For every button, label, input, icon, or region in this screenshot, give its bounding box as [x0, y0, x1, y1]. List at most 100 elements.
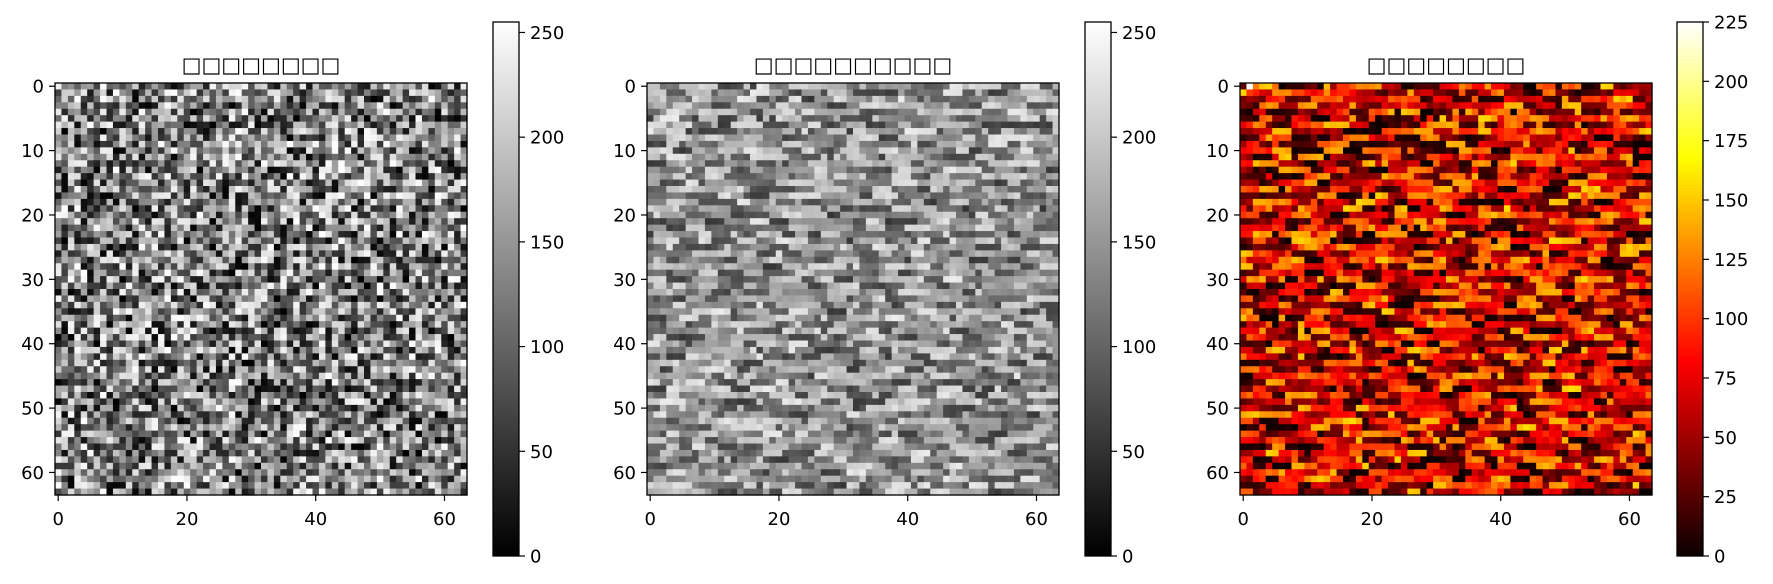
heatmap-cell — [743, 102, 751, 110]
heatmap-cell — [415, 160, 423, 168]
heatmap-cell — [138, 430, 146, 438]
heatmap-cell — [1001, 153, 1009, 161]
heatmap-cell — [196, 437, 204, 445]
heatmap-cell — [1052, 115, 1060, 123]
heatmap-cell — [138, 205, 146, 213]
heatmap-cell — [286, 308, 294, 316]
heatmap-cell — [280, 340, 288, 348]
heatmap-cell — [273, 115, 281, 123]
heatmap-cell — [415, 295, 423, 303]
heatmap-cell — [930, 140, 938, 148]
heatmap-cell — [61, 153, 69, 161]
heatmap-cell — [190, 353, 198, 361]
heatmap-cell — [267, 89, 275, 97]
heatmap-cell — [293, 462, 301, 470]
heatmap-cell — [203, 417, 211, 425]
heatmap-cell — [132, 424, 140, 432]
heatmap-cell — [454, 205, 462, 213]
heatmap-cell — [261, 153, 269, 161]
heatmap-cell — [1046, 128, 1054, 136]
heatmap-cell — [158, 108, 166, 116]
heatmap-cell — [248, 469, 256, 477]
heatmap-cell — [170, 301, 178, 309]
heatmap-cell — [376, 411, 384, 419]
heatmap-cell — [280, 301, 288, 309]
heatmap-cell — [441, 192, 449, 200]
heatmap-cell — [370, 140, 378, 148]
heatmap-cell — [215, 295, 223, 303]
heatmap-cell — [119, 153, 127, 161]
heatmap-cell — [402, 359, 410, 367]
heatmap-cell — [286, 340, 294, 348]
heatmap-cell — [209, 186, 217, 194]
heatmap-cell — [183, 462, 191, 470]
heatmap-cell — [183, 186, 191, 194]
heatmap-cell — [396, 115, 404, 123]
heatmap-cell — [357, 173, 365, 181]
heatmap-cell — [717, 83, 725, 91]
heatmap-cell — [286, 89, 294, 97]
heatmap-cell — [222, 153, 230, 161]
heatmap-cell — [125, 385, 133, 393]
heatmap-cell — [261, 121, 269, 129]
heatmap-cell — [55, 179, 63, 187]
heatmap-cell — [409, 289, 417, 297]
heatmap-cell — [222, 314, 230, 322]
heatmap-cell — [370, 153, 378, 161]
heatmap-cell — [306, 398, 314, 406]
heatmap-cell — [421, 224, 429, 232]
heatmap-cell — [280, 134, 288, 142]
heatmap-cell — [55, 475, 63, 483]
heatmap-cell — [203, 392, 211, 400]
heatmap-cell — [183, 301, 191, 309]
heatmap-cell — [222, 192, 230, 200]
heatmap-cell — [235, 372, 243, 380]
heatmap-cell — [331, 83, 339, 91]
heatmap-cell — [67, 231, 75, 239]
heatmap-cell — [962, 102, 970, 110]
heatmap-cell — [119, 424, 127, 432]
heatmap-cell — [679, 140, 687, 148]
heatmap-cell — [125, 334, 133, 342]
heatmap-cell — [782, 160, 790, 168]
heatmap-cell — [762, 102, 770, 110]
heatmap-cell — [364, 385, 372, 393]
heatmap-cell — [215, 456, 223, 464]
heatmap-cell — [125, 417, 133, 425]
heatmap-cell — [891, 140, 899, 148]
heatmap-cell — [67, 359, 75, 367]
heatmap-cell — [762, 128, 770, 136]
heatmap-cell — [293, 250, 301, 258]
heatmap-cell — [338, 359, 346, 367]
heatmap-cell — [434, 269, 442, 277]
heatmap-cell — [441, 237, 449, 245]
heatmap-cell — [711, 134, 719, 142]
heatmap-cell — [318, 128, 326, 136]
heatmap-cell — [872, 115, 880, 123]
heatmap-cell — [460, 231, 468, 239]
heatmap-cell — [228, 308, 236, 316]
heatmap-cell — [312, 128, 320, 136]
heatmap-cell — [370, 482, 378, 490]
heatmap-cell — [74, 95, 82, 103]
heatmap-cell — [338, 243, 346, 251]
heatmap-cell — [151, 282, 159, 290]
heatmap-cell — [364, 327, 372, 335]
heatmap-cell — [138, 437, 146, 445]
heatmap-cell — [177, 353, 185, 361]
heatmap-cell — [364, 186, 372, 194]
heatmap-cell — [248, 475, 256, 483]
heatmap-cell — [241, 411, 249, 419]
heatmap-cell — [338, 140, 346, 148]
heatmap-cell — [364, 89, 372, 97]
heatmap-cell — [338, 321, 346, 329]
heatmap-cell — [125, 366, 133, 374]
heatmap-cell — [293, 327, 301, 335]
heatmap-cell — [209, 250, 217, 258]
heatmap-cell — [415, 147, 423, 155]
heatmap-cell — [357, 211, 365, 219]
heatmap-cell — [267, 83, 275, 91]
heatmap-cell — [441, 153, 449, 161]
heatmap-cell — [672, 95, 680, 103]
heatmap-cell — [904, 160, 912, 168]
